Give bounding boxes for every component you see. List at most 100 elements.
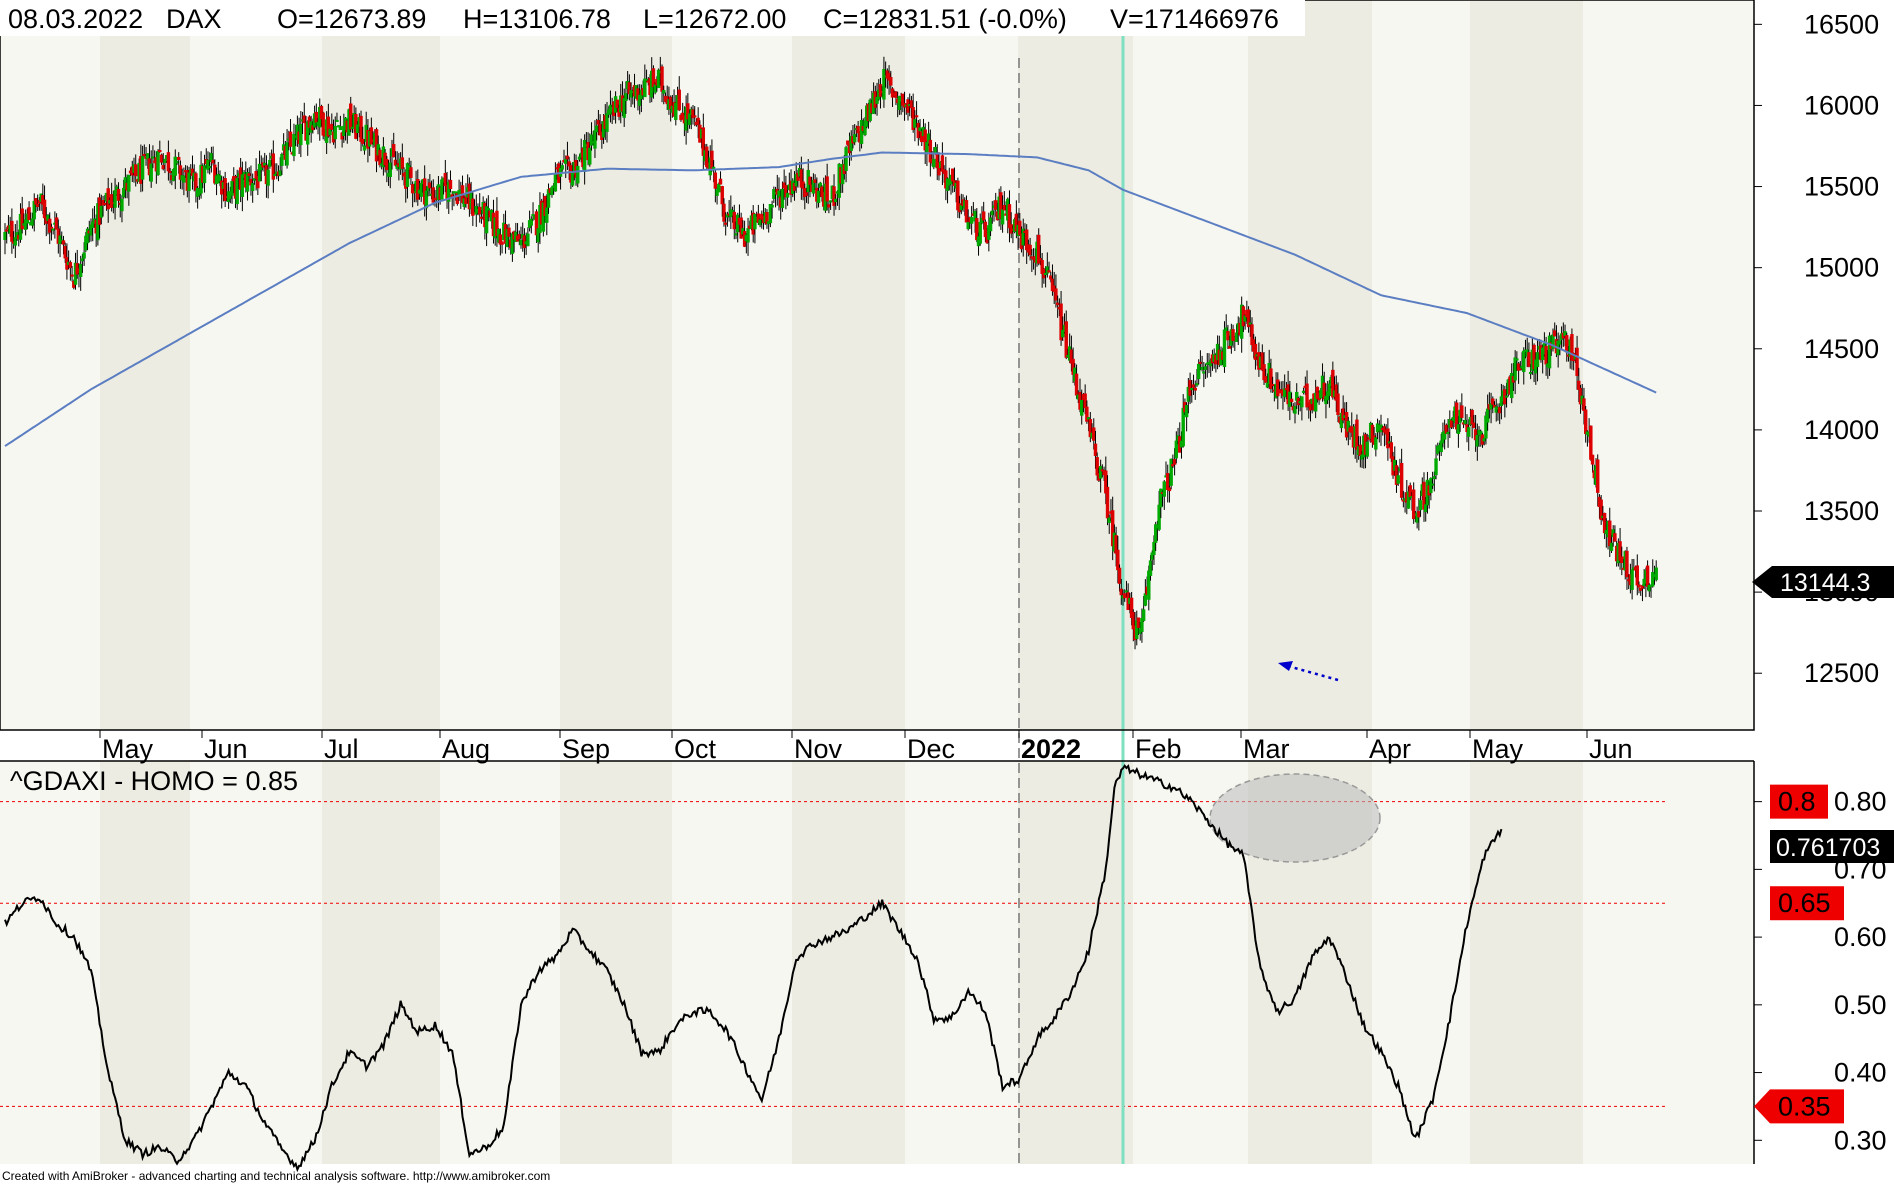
- candle-body: [1411, 489, 1416, 520]
- candle-body: [1460, 405, 1464, 418]
- candle-body: [218, 175, 222, 182]
- month-band: [322, 761, 440, 1164]
- candle-body: [140, 156, 145, 180]
- candle-body: [1123, 593, 1127, 599]
- month-band: [0, 0, 100, 730]
- candle-body: [1202, 371, 1206, 374]
- candle-body: [1399, 463, 1404, 498]
- candle-body: [734, 233, 738, 236]
- candle-body: [1570, 334, 1574, 361]
- candle-body: [687, 113, 692, 125]
- candle-body: [35, 203, 40, 208]
- candle-body: [400, 157, 405, 169]
- candle-body: [816, 190, 821, 203]
- candle-body: [732, 211, 736, 230]
- candle-body: [1442, 430, 1447, 440]
- candle-body: [723, 222, 728, 225]
- candle-body: [1093, 443, 1098, 456]
- candle-body: [1544, 345, 1548, 365]
- candle-body: [956, 180, 960, 211]
- candle-body: [717, 183, 721, 193]
- candle-body: [1472, 422, 1476, 428]
- candle-body: [660, 66, 664, 92]
- candle-body: [1203, 366, 1208, 371]
- header-symbol: DAX: [166, 4, 222, 34]
- time-tick-label: Sep: [562, 734, 610, 764]
- candle-body: [1535, 352, 1540, 368]
- candle-body: [1157, 504, 1161, 530]
- candle-body: [722, 203, 726, 222]
- month-band: [190, 0, 322, 730]
- candle-body: [10, 220, 14, 242]
- candle-body: [1141, 609, 1146, 621]
- level-markers: 0.8 0.65 0.35: [1754, 784, 1844, 1124]
- candle-body: [1528, 371, 1533, 375]
- candle-body: [1434, 458, 1438, 476]
- candle-body: [720, 186, 724, 205]
- candle-body: [99, 205, 104, 218]
- candle-body: [1491, 398, 1495, 405]
- candle-body: [20, 208, 24, 230]
- candle-body: [1645, 565, 1650, 587]
- candle-body: [1620, 556, 1624, 564]
- candle-body: [1527, 352, 1531, 367]
- level-gridlines: [0, 801, 1665, 1107]
- candle-body: [889, 77, 893, 86]
- candle-body: [1454, 402, 1459, 430]
- month-band: [100, 761, 190, 1164]
- time-tick-label: May: [1472, 734, 1524, 764]
- candle-body: [1226, 331, 1230, 341]
- candle-body: [1513, 357, 1517, 381]
- candle-body: [913, 119, 917, 128]
- candle-body: [1602, 512, 1607, 534]
- time-tick-label: Oct: [674, 734, 717, 764]
- candle-body: [5, 229, 9, 232]
- month-band: [1372, 0, 1470, 730]
- candle-body: [662, 90, 666, 94]
- time-tick-label: Nov: [794, 734, 843, 764]
- candle-body: [1432, 476, 1437, 480]
- price-tick-label: 15000: [1804, 253, 1879, 283]
- candle-body: [1116, 549, 1120, 571]
- candle-body: [278, 170, 282, 176]
- candle-body: [51, 228, 55, 231]
- candle-body: [1504, 395, 1509, 398]
- low-arrow: [1278, 661, 1339, 682]
- candle-body: [30, 218, 35, 226]
- candle-body: [63, 245, 67, 259]
- candle-body: [878, 84, 883, 97]
- candle-body: [328, 128, 332, 136]
- candle-body: [1582, 398, 1586, 411]
- month-band: [792, 0, 905, 730]
- time-tick-label: Apr: [1369, 734, 1411, 764]
- month-band: [1583, 761, 1754, 1164]
- candle-body: [1195, 383, 1199, 386]
- price-tick-label: 16000: [1804, 90, 1879, 120]
- candle-body: [674, 102, 678, 121]
- month-background-bands: [0, 0, 1754, 1164]
- candle-body: [1028, 244, 1032, 256]
- candle-body: [517, 234, 521, 240]
- candle-body: [464, 196, 468, 204]
- candle-body: [142, 153, 147, 157]
- candle-body: [909, 100, 914, 109]
- candle-body: [1446, 431, 1450, 435]
- candle-body: [545, 207, 549, 223]
- candle-body: [969, 217, 974, 224]
- candle-body: [1590, 454, 1595, 465]
- candle-body: [765, 212, 769, 225]
- candle-body: [116, 188, 121, 201]
- candle-body: [988, 217, 993, 232]
- month-band: [672, 0, 792, 730]
- candle-body: [780, 188, 785, 209]
- candle-body: [1231, 329, 1235, 342]
- candle-body: [127, 174, 131, 192]
- candle-body: [605, 113, 609, 132]
- candle-body: [507, 227, 511, 237]
- candle-body: [894, 91, 898, 98]
- price-panel-border: [0, 0, 1755, 731]
- candle-body: [1047, 270, 1051, 273]
- candle-body: [1190, 388, 1194, 391]
- month-band: [560, 761, 672, 1164]
- time-tick-label: Dec: [907, 734, 955, 764]
